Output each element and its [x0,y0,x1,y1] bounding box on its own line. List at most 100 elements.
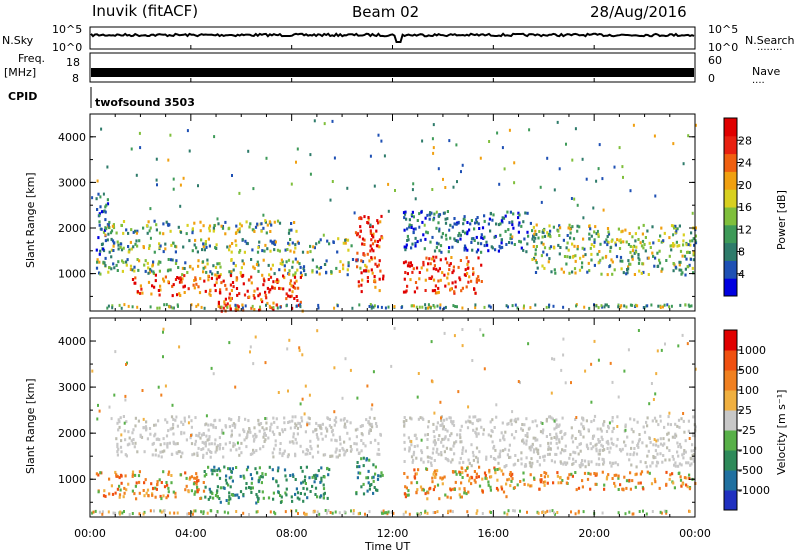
data-cell [170,415,174,419]
data-cell [482,333,485,337]
data-cell [111,492,115,496]
data-cell [552,481,555,485]
data-cell [483,471,487,475]
data-cell [589,246,592,250]
data-cell [370,256,373,260]
data-cell [508,128,511,132]
data-cell [175,451,178,455]
data-cell [213,442,216,446]
data-cell [453,488,456,491]
data-cell [487,480,490,484]
data-cell [208,442,211,446]
data-cell [682,239,685,243]
data-cell [437,221,440,225]
data-cell [283,421,286,425]
colorbar-segment [724,171,737,190]
colorbar-tick-label: -100 [738,444,763,457]
data-cell [435,450,438,454]
data-cell [358,235,361,239]
data-cell [99,195,102,199]
data-cell [349,368,352,372]
data-cell [587,471,590,475]
data-cell [476,509,479,513]
data-cell [179,183,182,187]
data-cell [497,249,500,253]
data-cell [110,237,113,241]
data-cell [333,410,336,414]
data-cell [601,177,604,181]
data-cell [279,305,282,309]
data-cell [95,248,98,252]
data-cell [145,420,148,424]
data-cell [453,452,456,456]
data-cell [330,270,333,274]
data-cell [437,214,441,218]
data-cell [300,481,303,485]
data-cell [661,460,664,464]
data-cell [298,262,301,266]
data-cell [546,453,550,456]
data-cell [269,249,272,253]
data-cell [177,266,180,269]
data-cell [675,229,678,233]
data-cell [641,232,644,236]
data-cell [662,305,664,309]
data-cell [446,276,449,280]
data-cell [387,209,390,213]
data-cell [292,435,295,439]
data-cell [356,427,359,431]
data-cell [356,396,359,400]
x-axis-label: Time UT [364,540,410,553]
data-cell [276,469,280,473]
data-cell [191,227,194,231]
data-cell [236,493,239,497]
data-cell [162,327,165,331]
data-cell [449,509,452,513]
colorbar-segment [724,370,737,391]
data-cell [665,482,668,486]
data-cell [459,495,462,499]
data-cell [196,479,199,483]
data-cell [218,447,221,451]
data-cell [108,250,111,254]
data-cell [182,176,185,180]
data-cell [257,263,260,267]
data-cell [139,435,142,438]
data-cell [234,231,238,235]
data-cell [593,263,596,267]
data-cell [573,197,576,201]
data-cell [376,240,379,243]
data-cell [225,304,228,308]
data-cell [257,269,260,273]
nave-bar [91,68,694,77]
data-cell [429,240,432,244]
data-cell [555,426,558,430]
data-cell [190,419,193,423]
data-cell [544,480,547,484]
data-cell [418,212,421,216]
data-cell [183,419,186,423]
data-cell [104,239,107,243]
data-cell [258,308,261,312]
data-cell [558,423,561,427]
data-cell [235,287,239,290]
data-cell [676,450,679,454]
data-cell [410,263,414,267]
data-cell [338,453,341,457]
data-cell [358,216,361,220]
data-cell [686,485,689,489]
data-cell [381,236,384,240]
data-cell [580,422,583,426]
data-cell [427,420,430,424]
data-cell [629,189,632,193]
data-cell [281,428,284,432]
data-cell [252,187,255,191]
data-cell [244,417,247,421]
data-cell [344,238,347,242]
data-cell [226,245,229,249]
data-cell [424,433,427,437]
data-cell [481,512,484,515]
noise-right-label: N.Search [745,34,795,47]
data-cell [428,257,431,261]
data-cell [218,436,221,440]
